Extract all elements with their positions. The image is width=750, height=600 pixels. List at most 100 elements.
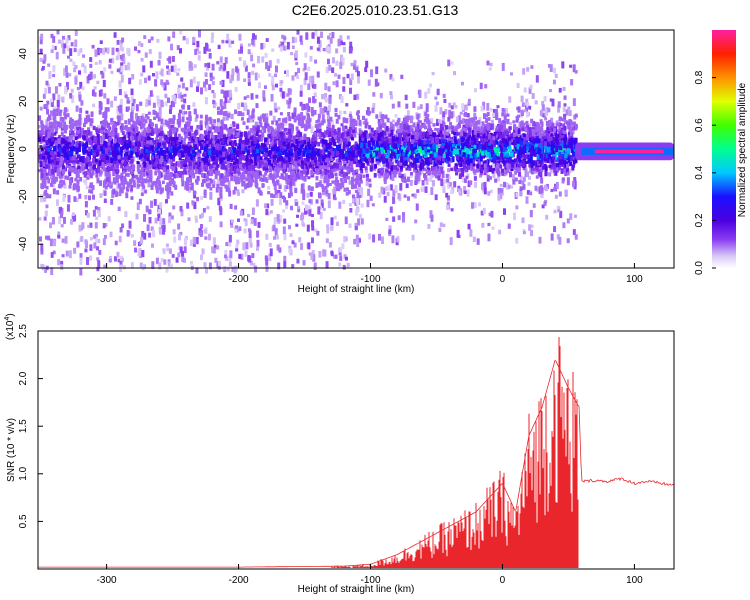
heatmap-cell xyxy=(153,199,157,206)
heatmap-cell xyxy=(197,30,201,38)
heatmap-cell xyxy=(526,190,530,195)
heatmap-cell xyxy=(247,49,251,55)
heatmap-cell xyxy=(262,43,266,49)
heatmap-cell xyxy=(417,175,421,182)
heatmap-cell xyxy=(311,75,315,83)
heatmap-cell xyxy=(99,102,103,110)
heatmap-cell xyxy=(186,202,190,209)
heatmap-cell xyxy=(460,81,464,86)
heatmap-cell xyxy=(450,61,454,65)
heatmap-cell xyxy=(219,109,223,115)
heatmap-cell xyxy=(390,138,394,144)
heatmap-cell xyxy=(74,158,78,164)
heatmap-cell xyxy=(276,234,280,240)
heatmap-cell xyxy=(206,180,210,185)
heatmap-cell xyxy=(209,72,213,78)
heatmap-cell xyxy=(207,144,211,152)
heatmap-cell xyxy=(470,120,474,127)
heatmap-cell xyxy=(193,201,197,210)
heatmap-cell xyxy=(272,236,276,240)
heatmap-cell xyxy=(68,185,72,189)
heatmap-cell xyxy=(52,67,56,73)
heatmap-cell xyxy=(227,99,231,104)
heatmap-cell xyxy=(359,174,363,181)
heatmap-cell xyxy=(326,224,330,229)
heatmap-cell xyxy=(217,110,221,115)
heatmap-cell xyxy=(278,247,282,253)
heatmap-cell xyxy=(70,149,74,155)
heatmap-cell xyxy=(338,161,342,166)
heatmap-cell xyxy=(368,178,372,183)
heatmap-cell xyxy=(424,134,428,139)
heatmap-cell xyxy=(325,238,329,244)
heatmap-cell xyxy=(290,205,294,211)
heatmap-cell xyxy=(118,80,122,88)
heatmap-cell xyxy=(102,238,106,246)
heatmap-cell xyxy=(97,164,101,171)
heatmap-cell xyxy=(357,76,361,84)
heatmap-cell xyxy=(303,162,307,167)
heatmap-cell xyxy=(199,125,203,131)
heatmap-cell xyxy=(256,239,260,247)
heatmap-cell xyxy=(165,139,169,143)
heatmap-cell xyxy=(45,204,49,209)
heatmap-cell xyxy=(300,111,304,120)
heatmap-cell xyxy=(507,223,511,229)
heatmap-cell xyxy=(420,168,424,175)
heatmap-cell xyxy=(508,96,512,103)
heatmap-cell xyxy=(85,110,89,114)
heatmap-cell xyxy=(62,194,66,202)
heatmap-cell xyxy=(429,210,433,219)
heatmap-cell xyxy=(421,147,425,152)
heatmap-cell xyxy=(126,186,130,192)
heatmap-cell xyxy=(250,218,254,225)
heatmap-cell xyxy=(297,205,301,209)
heatmap-cell xyxy=(164,199,168,204)
heatmap-cell xyxy=(362,115,366,121)
heatmap-cell xyxy=(539,110,543,116)
heatmap-cell xyxy=(136,165,140,172)
heatmap-cell xyxy=(314,149,318,155)
heatmap-cell xyxy=(271,84,275,91)
heatmap-cell xyxy=(544,186,548,192)
heatmap-cell xyxy=(178,109,182,114)
heatmap-cell xyxy=(110,100,114,108)
heatmap-cell xyxy=(126,106,130,111)
heatmap-cell xyxy=(481,121,485,129)
heatmap-cell xyxy=(155,185,159,190)
heatmap-cell xyxy=(153,155,157,162)
heatmap-cell xyxy=(330,250,334,255)
heatmap-cell xyxy=(155,178,159,184)
heatmap-cell xyxy=(497,194,501,201)
heatmap-cell xyxy=(315,135,319,141)
heatmap-cell xyxy=(282,45,286,51)
heatmap-cell xyxy=(549,98,553,102)
heatmap-cell xyxy=(124,211,128,218)
heatmap-cell xyxy=(550,117,554,124)
heatmap-cell xyxy=(122,125,126,130)
heatmap-cell xyxy=(39,168,43,173)
heatmap-cell xyxy=(556,205,560,210)
heatmap-cell xyxy=(311,220,315,227)
heatmap-cell xyxy=(170,191,174,196)
heatmap-cell xyxy=(424,112,428,116)
heatmap-cell xyxy=(317,118,321,123)
heatmap-cell xyxy=(226,177,230,183)
heatmap-cell xyxy=(387,185,391,192)
heatmap-cell xyxy=(140,115,144,124)
heatmap-cell xyxy=(155,187,159,194)
heatmap-cell xyxy=(196,167,200,174)
heatmap-cell xyxy=(343,187,347,192)
heatmap-cell xyxy=(242,242,246,251)
heatmap-cell xyxy=(474,116,478,120)
heatmap-cell xyxy=(180,77,184,82)
heatmap-cell xyxy=(217,121,221,130)
heatmap-cell xyxy=(310,174,314,178)
heatmap-cell xyxy=(234,143,238,147)
heatmap-cell xyxy=(202,207,206,213)
heatmap-cell xyxy=(541,135,545,142)
heatmap-cell xyxy=(64,65,68,73)
heatmap-cell xyxy=(97,207,101,214)
heatmap-cell xyxy=(189,79,193,88)
heatmap-cell xyxy=(89,57,93,62)
